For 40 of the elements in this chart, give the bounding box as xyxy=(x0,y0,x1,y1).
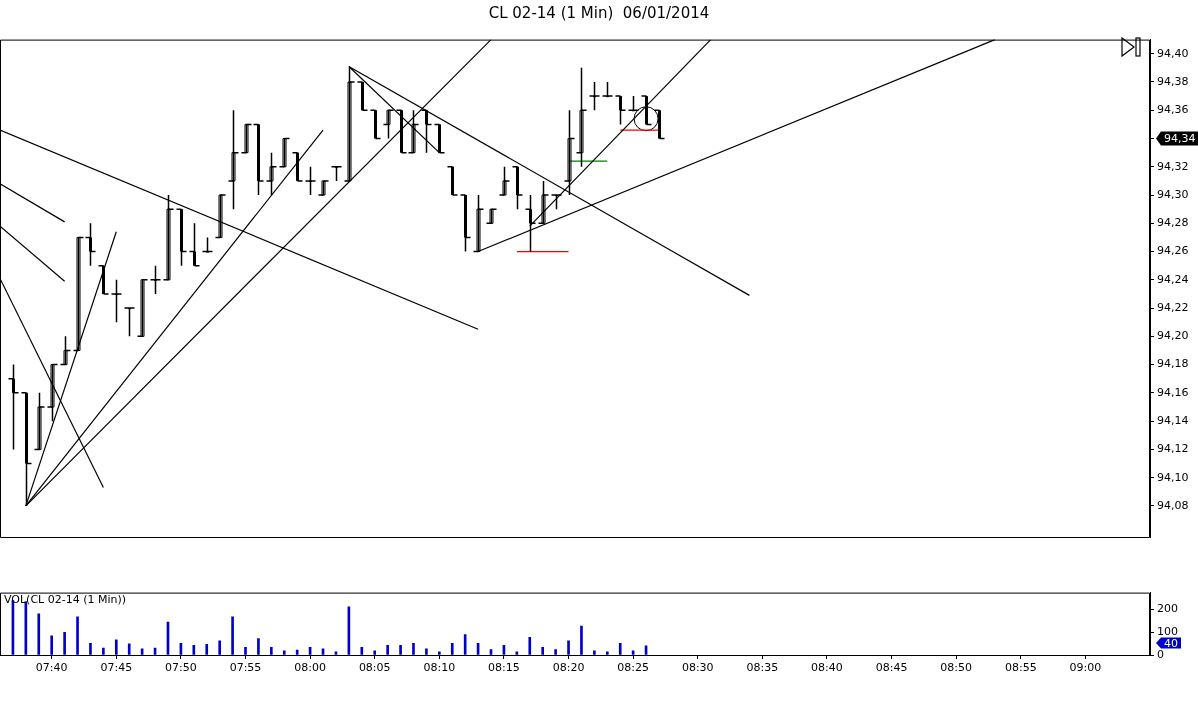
y-tick-label: 94,14 xyxy=(1157,413,1189,427)
chart-title: CL 02-14 (1 Min) 06/01/2014 xyxy=(487,4,711,22)
x-tick-label: 07:55 xyxy=(229,661,262,675)
chart-title: VOL(CL 02-14 (1 Min)) xyxy=(4,593,127,606)
text: 94,34 xyxy=(1164,132,1196,146)
x-tick-label: 08:25 xyxy=(617,661,649,675)
x-tick-label: 08:00 xyxy=(294,661,326,675)
x-tick-label: 09:00 xyxy=(1069,661,1102,675)
x-tick-label: 08:35 xyxy=(746,661,779,675)
y-tick-label: 0 xyxy=(1157,647,1164,661)
y-tick-label: 94,26 xyxy=(1157,244,1189,258)
x-tick-label: 08:05 xyxy=(358,661,391,675)
text: 40 xyxy=(1164,636,1178,650)
x-tick-label: 08:40 xyxy=(811,661,843,675)
x-tick-label: 08:15 xyxy=(488,661,520,675)
x-tick-label: 08:30 xyxy=(681,661,714,675)
y-tick-label: 94,22 xyxy=(1157,300,1189,314)
x-tick-label: 08:20 xyxy=(552,661,585,675)
y-tick-label: 94,32 xyxy=(1157,159,1189,173)
x-tick-label: 07:45 xyxy=(100,661,133,675)
y-tick-label: 94,08 xyxy=(1157,498,1189,512)
y-tick-label: 94,16 xyxy=(1157,385,1189,399)
y-tick-label: 94,36 xyxy=(1157,103,1189,117)
y-tick-label: 94,28 xyxy=(1157,216,1189,230)
y-tick-label: 200 xyxy=(1157,602,1178,616)
y-tick-label: 94,10 xyxy=(1157,470,1189,484)
y-tick-label: 94,40 xyxy=(1157,46,1189,60)
y-tick-label: 94,12 xyxy=(1157,442,1189,456)
y-tick-label: 94,30 xyxy=(1157,187,1189,201)
y-tick-label: 94,20 xyxy=(1157,329,1189,343)
y-tick-label: 94,24 xyxy=(1157,272,1189,286)
y-tick-label: 100 xyxy=(1157,625,1178,639)
y-tick-label: 94,18 xyxy=(1157,357,1189,371)
y-tick-label: 94,38 xyxy=(1157,74,1189,88)
x-tick-label: 08:10 xyxy=(423,661,456,675)
x-tick-label: 08:55 xyxy=(1004,661,1037,675)
x-tick-label: 08:45 xyxy=(875,661,908,675)
x-tick-label: 07:50 xyxy=(165,661,197,675)
x-tick-label: 07:40 xyxy=(35,661,68,675)
x-tick-label: 08:50 xyxy=(940,661,973,675)
